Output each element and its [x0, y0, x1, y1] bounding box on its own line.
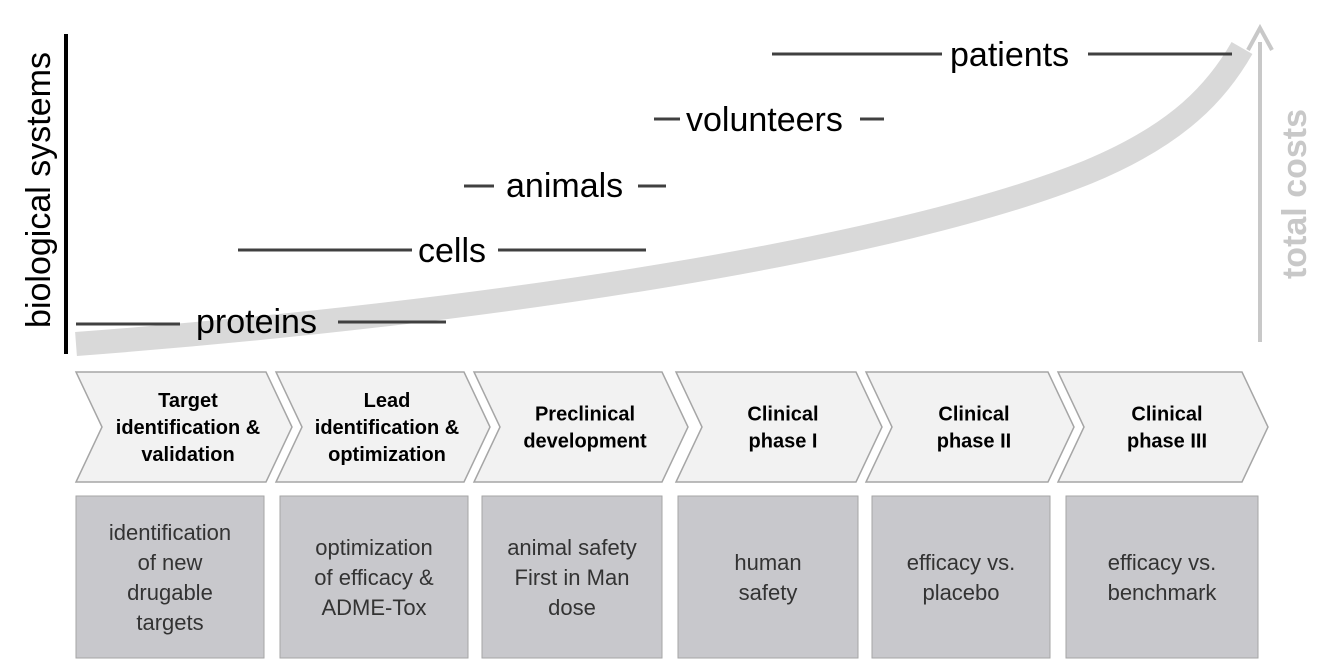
biological-systems-label: biological systems	[20, 52, 58, 328]
phase-label-line: identification &	[116, 417, 260, 439]
description-line: animal safety	[507, 535, 637, 560]
box-shape	[279, 495, 469, 659]
chevron-shape	[674, 371, 883, 483]
phase-label-line: Preclinical	[535, 404, 635, 426]
box-shape	[677, 495, 859, 659]
description-line: ADME-Tox	[321, 595, 426, 620]
phase-chevron-5: Clinical phase II	[864, 371, 1075, 483]
description-box-1: identification of new drugable targets	[75, 495, 265, 659]
description-box-5: efficacy vs. placebo	[871, 495, 1051, 659]
phase-label-line: Lead	[364, 390, 411, 412]
phase-chevron-3: Preclinical development	[472, 371, 689, 483]
description-line: optimization	[315, 535, 432, 560]
description-box-3: animal safety First in Man dose	[481, 495, 663, 659]
level-animals: animals	[464, 167, 666, 205]
phase-label-line: phase I	[749, 431, 818, 453]
description-line: targets	[136, 610, 203, 635]
description-line: efficacy vs.	[907, 550, 1015, 575]
chevron-shape	[864, 371, 1075, 483]
description-line: identification	[109, 520, 231, 545]
level-volunteers: volunteers	[654, 101, 884, 139]
total-costs-label: total costs	[1276, 109, 1314, 279]
phase-label-line: Target	[158, 390, 218, 412]
level-label-proteins: proteins	[196, 303, 317, 341]
chevron-shape	[472, 371, 689, 483]
level-label-patients: patients	[950, 36, 1069, 74]
phase-chevron-1: Target identification & validation	[74, 371, 293, 483]
phase-chevron-4: Clinical phase I	[674, 371, 883, 483]
total-costs-arrowhead	[1246, 23, 1274, 51]
phase-chevron-6: Clinical phase III	[1056, 371, 1269, 483]
level-proteins: proteins	[76, 303, 446, 341]
phase-row: Target identification & validation Lead iden…	[74, 371, 1269, 483]
level-label-volunteers: volunteers	[686, 101, 843, 139]
phase-label-line: validation	[141, 444, 234, 466]
description-line: safety	[739, 580, 798, 605]
level-label-animals: animals	[506, 167, 623, 205]
phase-label-line: Clinical	[1131, 404, 1202, 426]
description-line: drugable	[127, 580, 213, 605]
phase-label-line: development	[523, 431, 647, 453]
description-box-6: efficacy vs. benchmark	[1065, 495, 1259, 659]
phase-label-line: phase II	[937, 431, 1011, 453]
phase-label-line: optimization	[328, 444, 446, 466]
description-line: human	[734, 550, 801, 575]
description-line: dose	[548, 595, 596, 620]
level-patients: patients	[772, 36, 1232, 74]
box-shape	[481, 495, 663, 659]
level-cells: cells	[238, 232, 646, 270]
description-line: of new	[138, 550, 203, 575]
phase-label-line: Clinical	[938, 404, 1009, 426]
phase-label-line: identification &	[315, 417, 459, 439]
description-line: of efficacy &	[314, 565, 434, 590]
description-line: placebo	[922, 580, 999, 605]
cost-curve	[75, 42, 1253, 356]
chevron-shape	[274, 371, 491, 483]
box-shape	[75, 495, 265, 659]
description-row: identification of new drugable targets optim…	[75, 495, 1259, 659]
description-line: First in Man	[515, 565, 630, 590]
level-label-cells: cells	[418, 232, 486, 270]
box-shape	[871, 495, 1051, 659]
description-line: benchmark	[1108, 580, 1218, 605]
chevron-shape	[74, 371, 293, 483]
phase-chevron-2: Lead identification & optimization	[274, 371, 491, 483]
description-box-4: human safety	[677, 495, 859, 659]
chevron-shape	[1056, 371, 1269, 483]
description-box-2: optimization of efficacy & ADME-Tox	[279, 495, 469, 659]
phase-label-line: Clinical	[747, 404, 818, 426]
box-shape	[1065, 495, 1259, 659]
phase-label-line: phase III	[1127, 431, 1207, 453]
description-line: efficacy vs.	[1108, 550, 1216, 575]
